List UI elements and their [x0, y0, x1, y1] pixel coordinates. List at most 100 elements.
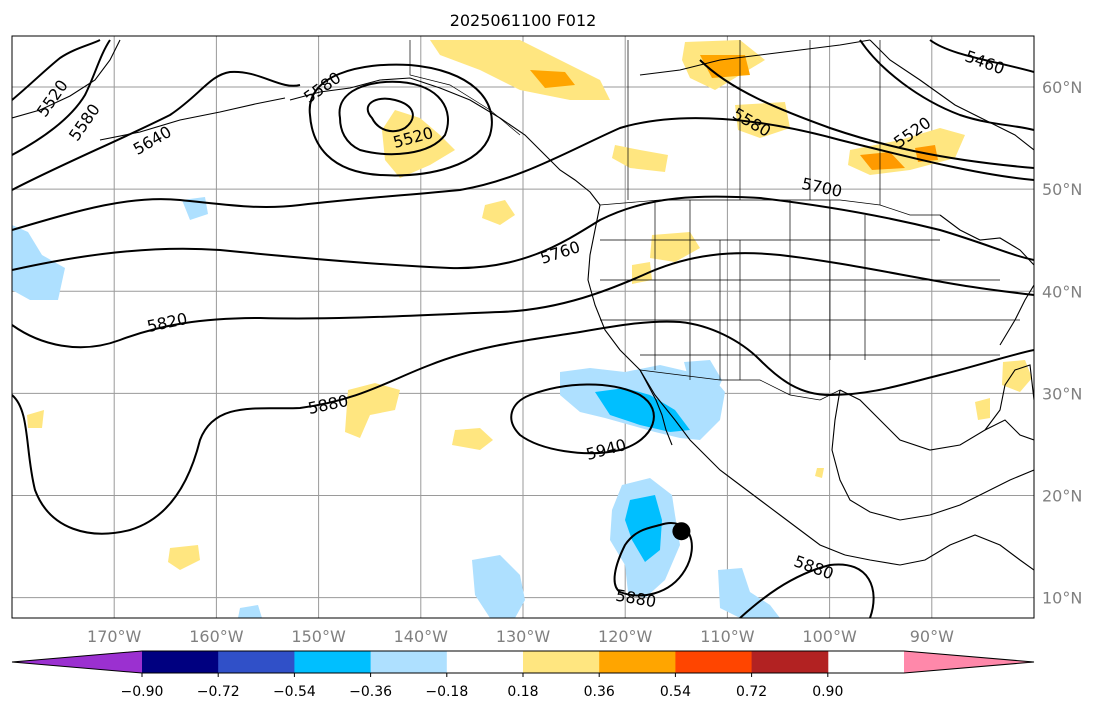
contour-5760-main — [12, 195, 1034, 271]
coast-great-lakes — [939, 214, 1034, 266]
lon-tick-label: 140°W — [394, 627, 449, 646]
colorbar-tick-label: 0.72 — [736, 684, 767, 700]
contour-5460-northeast — [929, 39, 1034, 73]
lat-tick-label: 50°N — [1042, 180, 1082, 199]
map-frame — [11, 35, 1035, 619]
colorbar-tick-labels: −0.90 −0.72 −0.54 −0.36 −0.18 0.18 0.36 0.54 0.7… — [121, 673, 843, 700]
longitude-labels: 170°W 160°W 150°W 140°W 130°W 120°W 110°W 100°W… — [87, 627, 954, 646]
lon-tick-label: 120°W — [598, 627, 653, 646]
shade-positive-bc — [612, 145, 668, 172]
colorbar-segment — [446, 651, 524, 673]
lon-tick-label: 90°W — [910, 627, 954, 646]
contour-5880-main — [12, 320, 1034, 535]
coast-atlantic — [999, 284, 1034, 346]
contour-5820-main — [12, 252, 1034, 349]
lon-tick-label: 130°W — [496, 627, 551, 646]
storm-center-marker — [672, 522, 691, 541]
border-us-mexico — [639, 369, 841, 401]
shade-negative-baja-core — [595, 388, 690, 432]
lon-tick-label: 160°W — [189, 627, 244, 646]
border-us-states-2 — [600, 239, 1020, 356]
coast-canada-arctic — [639, 39, 871, 76]
shade-positive-pacific-3 — [168, 545, 200, 570]
shade-negative-tropics-south — [472, 555, 525, 618]
shade-negative-west-edge — [12, 225, 65, 300]
shade-positive-canada-mid — [735, 102, 790, 138]
colorbar-tick-label: −0.54 — [273, 684, 316, 700]
coast-baja — [639, 369, 673, 446]
shade-negative-tropics-southeast — [718, 568, 780, 618]
colorbar-tick-label: 0.18 — [507, 684, 538, 700]
colorbar-segment — [675, 651, 753, 673]
coast-bering-west — [12, 39, 121, 119]
coast-florida — [984, 364, 1034, 431]
lat-tick-label: 30°N — [1042, 384, 1082, 403]
shade-positive-idaho — [650, 232, 700, 262]
lon-tick-label: 150°W — [291, 627, 346, 646]
contour-5700-main — [12, 117, 1034, 231]
latitude-labels: 10°N 20°N 30°N 40°N 50°N 60°N — [1042, 78, 1082, 608]
shade-positive-florida — [1002, 360, 1032, 392]
shade-positive-pacific-4 — [27, 410, 44, 428]
lat-tick-label: 40°N — [1042, 282, 1082, 301]
colorbar-segment — [599, 651, 676, 673]
colorbar-segment — [751, 651, 829, 673]
coast-alaska-peninsula — [289, 77, 601, 206]
shade-positive-pacific-1 — [345, 383, 400, 438]
colorbar-extend-min — [12, 651, 142, 673]
colorbar-tick-label: −0.90 — [121, 684, 164, 700]
contour-5640-low — [308, 63, 493, 177]
shade-positive-mexico — [815, 468, 824, 478]
colorbar-segment — [142, 651, 219, 673]
shade-positive-hudson-core — [860, 152, 905, 170]
coast-north-america-west — [587, 204, 846, 556]
shade-positive-bering-core — [530, 70, 575, 88]
border-alaska-canada — [409, 40, 521, 136]
contour-5520-low — [366, 97, 414, 133]
shade-negative-tropics-core — [625, 495, 662, 562]
colorbar-tick-label: −0.72 — [197, 684, 240, 700]
coast-gulf-of-mexico — [839, 389, 1034, 451]
coast-hudson — [869, 39, 1034, 151]
shade-positive-pnw — [482, 200, 515, 225]
colorbar — [11, 650, 1035, 674]
contour-5640-west — [12, 70, 301, 191]
contour-5580-northeast — [699, 59, 1034, 169]
contour-5520-northeast — [859, 39, 1034, 131]
lat-tick-label: 60°N — [1042, 78, 1082, 97]
contour-5580-west — [12, 39, 111, 156]
contour-5520-west — [12, 39, 101, 101]
colorbar-segment — [523, 651, 600, 673]
shade-negative-small-2 — [238, 605, 262, 618]
border-us-states-1 — [654, 200, 866, 395]
colorbar-extend-max — [904, 651, 1034, 673]
coast-mexico-east — [831, 389, 1034, 521]
lon-tick-label: 100°W — [802, 627, 857, 646]
colorbar-segment — [370, 651, 448, 673]
shade-negative-small-3 — [684, 360, 722, 398]
contour-5880-east — [739, 563, 875, 618]
colorbar-tick-label: −0.18 — [425, 684, 468, 700]
colorbar-segment — [218, 651, 295, 673]
political-borders — [409, 40, 1020, 401]
lat-tick-label: 20°N — [1042, 486, 1082, 505]
shade-positive-pacific-2 — [452, 428, 493, 450]
lon-tick-label: 110°W — [700, 627, 755, 646]
shade-positive-alaska — [382, 110, 455, 178]
colorbar-tick-label: 0.90 — [812, 684, 843, 700]
shade-positive-gulf — [975, 398, 990, 420]
map-title: 2025061100 F012 — [450, 11, 597, 30]
anomaly-shading — [12, 40, 1032, 618]
contour-5880-tropical — [613, 522, 693, 597]
colorbar-tick-label: 0.54 — [660, 684, 691, 700]
lat-tick-label: 10°N — [1042, 589, 1082, 608]
lon-tick-label: 170°W — [87, 627, 142, 646]
contour-5940-high — [510, 383, 655, 455]
colorbar-tick-label: 0.36 — [584, 684, 615, 700]
coast-central-america — [844, 534, 1034, 571]
colorbar-tick-label: −0.36 — [349, 684, 392, 700]
contour-5580-low — [338, 80, 449, 156]
colorbar-segment — [294, 651, 372, 673]
height-contours — [12, 39, 1034, 618]
